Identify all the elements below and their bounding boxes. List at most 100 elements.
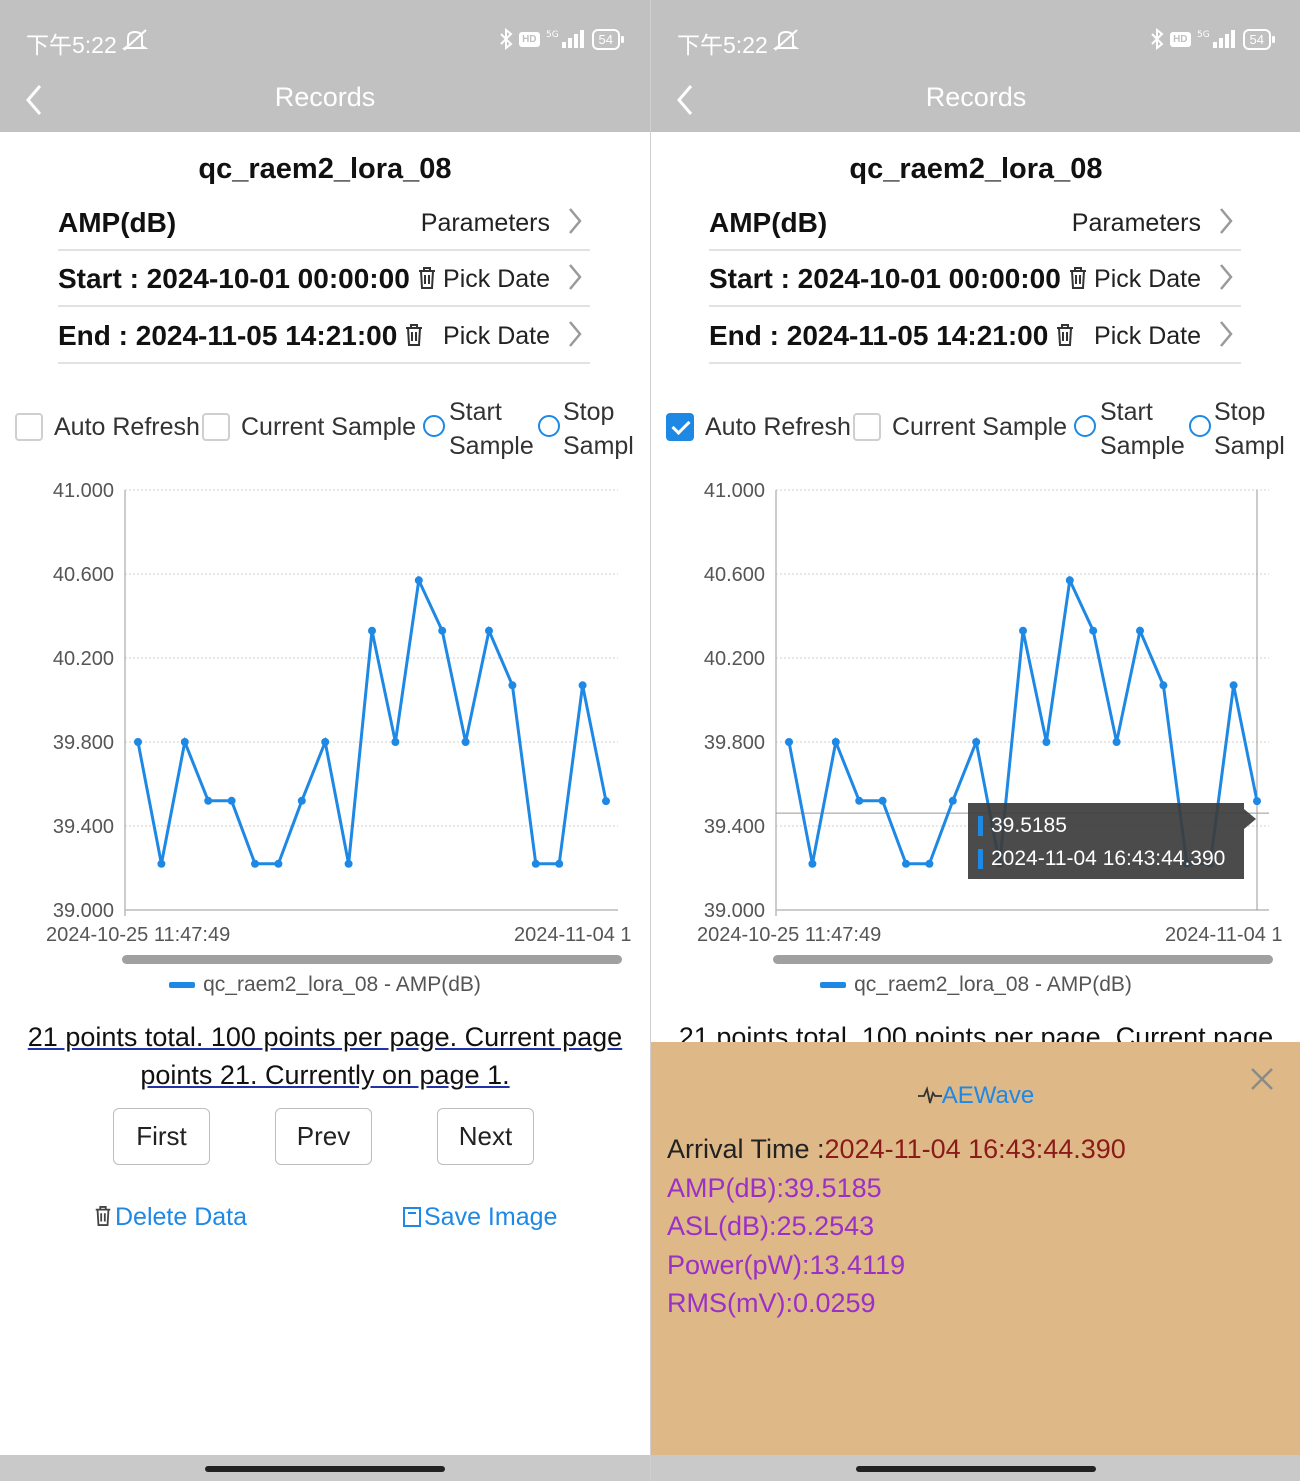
legend-label: qc_raem2_lora_08 - AMP(dB) [854, 973, 1132, 996]
status-icons: HD 5G 54 [1150, 28, 1276, 50]
trash-icon [95, 1206, 111, 1226]
current-sample-label: Current Sample [892, 413, 1068, 441]
close-icon[interactable] [1249, 1066, 1275, 1092]
first-page-button[interactable]: First [113, 1108, 210, 1165]
tooltip-value: 39.5185 [991, 814, 1067, 837]
x-tick-label-first: 2024-10-25 11:47:49 [46, 924, 230, 946]
parameters-link[interactable]: Parameters [1071, 209, 1201, 237]
y-tick-label: 39.800 [53, 732, 114, 754]
save-image-button[interactable]: Save Image [402, 1203, 557, 1232]
bluetooth-icon [500, 28, 513, 50]
amp-line-chart[interactable]: 41.00040.60040.20039.80039.40039.0002024… [0, 470, 650, 970]
delete-data-button[interactable]: Delete Data [93, 1203, 247, 1232]
back-arrow-icon[interactable] [671, 82, 701, 118]
end-date-row[interactable]: End : 2024-11-05 14:21:00 Pick Date [58, 308, 590, 364]
current-sample-checkbox[interactable] [853, 413, 881, 441]
parameters-link[interactable]: Parameters [420, 209, 550, 237]
amp-value: AMP(dB):39.5185 [667, 1173, 882, 1203]
end-date-row[interactable]: End : 2024-11-05 14:21:00 Pick Date [709, 308, 1241, 364]
popup-title: AEWave [651, 1082, 1300, 1110]
home-indicator[interactable] [856, 1466, 1096, 1472]
start-sample-line1: Start [1100, 398, 1153, 426]
parameter-row[interactable]: AMP(dB) Parameters [709, 195, 1241, 251]
data-point [902, 859, 910, 868]
auto-refresh-checkbox[interactable] [15, 413, 43, 441]
start-sample-button[interactable]: Start Sample [449, 395, 534, 463]
start-sample-icon[interactable] [1074, 415, 1096, 437]
chevron-right-icon [1220, 264, 1233, 290]
x-tick-label-first: 2024-10-25 11:47:49 [697, 924, 881, 946]
stop-sample-button[interactable]: Stop Sampl [563, 395, 634, 463]
chart-legend[interactable]: qc_raem2_lora_08 - AMP(dB) [0, 973, 650, 997]
next-page-button[interactable]: Next [437, 1108, 534, 1165]
start-sample-button[interactable]: Start Sample [1100, 395, 1185, 463]
chart-legend[interactable]: qc_raem2_lora_08 - AMP(dB) [651, 973, 1300, 997]
data-point [1229, 681, 1238, 690]
pick-start-date-link[interactable]: Pick Date [1094, 265, 1201, 293]
prev-page-button[interactable]: Prev [275, 1108, 372, 1165]
back-arrow-icon[interactable] [20, 82, 50, 118]
end-date-label-wrap: End : 2024-11-05 14:21:00 [709, 320, 1076, 352]
trash-icon[interactable] [1054, 322, 1076, 348]
data-point [1065, 576, 1074, 585]
home-indicator[interactable] [205, 1466, 445, 1472]
tooltip-series-marker [978, 849, 983, 869]
data-point [321, 738, 330, 746]
nav-bar: Records [0, 80, 650, 132]
data-point [157, 859, 166, 868]
pick-start-date-link[interactable]: Pick Date [443, 265, 550, 293]
stop-sample-icon[interactable] [1189, 415, 1211, 437]
start-sample-icon[interactable] [423, 415, 445, 437]
start-date-label: Start : 2024-10-01 00:00:00 [709, 263, 1061, 294]
trash-icon[interactable] [1067, 265, 1089, 291]
start-date-row[interactable]: Start : 2024-10-01 00:00:00 Pick Date [709, 251, 1241, 307]
data-point [555, 859, 564, 868]
save-icon [403, 1207, 421, 1227]
legend-swatch [820, 982, 847, 989]
parameter-row[interactable]: AMP(dB) Parameters [58, 195, 590, 251]
start-sample-line2: Sample [449, 432, 534, 460]
svg-text:5G: 5G [546, 30, 559, 40]
data-point [391, 738, 400, 746]
nav-title: Records [274, 82, 376, 112]
auto-refresh-label: Auto Refresh [705, 413, 851, 441]
chevron-right-icon [569, 321, 582, 347]
waveform-icon [917, 1086, 942, 1104]
y-tick-label: 41.000 [53, 480, 114, 502]
pick-end-date-link[interactable]: Pick Date [1094, 322, 1201, 350]
status-bar: 下午5:22 HD 5G 54 [651, 0, 1300, 80]
parameter-label: AMP(dB) [709, 207, 828, 238]
pick-end-date-link[interactable]: Pick Date [443, 322, 550, 350]
stop-sample-button[interactable]: Stop Sampl [1214, 395, 1285, 463]
chevron-right-icon [569, 208, 582, 234]
nav-title: Records [925, 82, 1027, 112]
chart-scrollbar[interactable] [773, 955, 1273, 964]
start-date-row[interactable]: Start : 2024-10-01 00:00:00 Pick Date [58, 251, 590, 307]
trash-icon[interactable] [416, 265, 438, 291]
auto-refresh-label: Auto Refresh [54, 413, 200, 441]
data-point [808, 859, 817, 868]
chart-scrollbar[interactable] [122, 955, 622, 964]
stop-sample-icon[interactable] [538, 415, 560, 437]
status-time: 下午5:22 [26, 32, 117, 58]
stop-sample-line2: Sampl [563, 432, 634, 460]
arrival-time-label: Arrival Time : [667, 1134, 825, 1164]
asl-value: ASL(dB):25.2543 [667, 1211, 875, 1241]
mute-bell-icon [122, 29, 148, 51]
current-sample-checkbox[interactable] [202, 413, 230, 441]
data-point [855, 796, 864, 805]
y-tick-label: 40.600 [53, 564, 114, 586]
amp-line-chart[interactable]: 41.00040.60040.20039.80039.40039.0002024… [651, 470, 1300, 970]
auto-refresh-checkbox[interactable] [666, 413, 694, 441]
data-point [461, 738, 470, 746]
start-sample-line2: Sample [1100, 432, 1185, 460]
data-point [297, 796, 306, 805]
sample-controls: Auto Refresh Current Sample Start Sample … [651, 395, 1300, 465]
sample-controls: Auto Refresh Current Sample Start Sample … [0, 395, 650, 465]
signal-icon: 5G [546, 30, 584, 48]
trash-icon[interactable] [403, 322, 425, 348]
data-point [180, 738, 189, 746]
tooltip-value-row: 39.5185 [978, 814, 1067, 838]
chevron-right-icon [569, 264, 582, 290]
data-point [485, 626, 493, 635]
